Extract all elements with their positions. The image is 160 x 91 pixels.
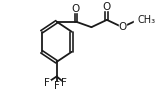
Text: O: O [118,22,126,32]
Bar [61,80,67,86]
Bar [119,24,126,30]
Text: O: O [72,4,80,14]
Bar [54,82,60,89]
Text: F: F [54,81,60,91]
Bar [73,6,79,12]
Bar [134,16,149,23]
Text: CH₃: CH₃ [138,15,156,25]
Text: F: F [44,78,50,88]
Bar [104,4,110,10]
Text: O: O [103,2,111,12]
Text: F: F [61,78,67,88]
Bar [44,80,50,86]
